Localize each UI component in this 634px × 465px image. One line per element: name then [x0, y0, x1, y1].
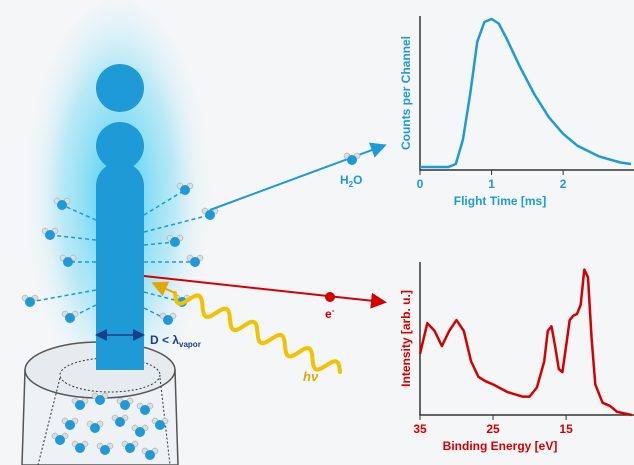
electron	[325, 292, 335, 302]
x-tick-label: 1	[488, 177, 495, 191]
x-tick-label: 0	[417, 177, 424, 191]
liquid-jet	[96, 162, 144, 370]
y-axis-label: Intensity [arb. u.]	[399, 290, 413, 387]
water-molecule	[344, 153, 360, 165]
x-axis-label: Flight Time [ms]	[454, 194, 546, 208]
x-tick-label: 15	[559, 422, 573, 436]
x-tick-label: 35	[413, 422, 427, 436]
figure: D < λvapor H2O e- hν 012Flight Time [ms]…	[0, 0, 634, 465]
x-axis-label: Binding Energy [eV]	[443, 439, 558, 453]
y-axis-label: Counts per Channel	[399, 36, 413, 150]
droplet	[96, 64, 144, 112]
axis	[420, 16, 634, 170]
photon-label: hν	[303, 369, 319, 384]
x-tick-label: 2	[560, 177, 567, 191]
h2o-label: H2O	[340, 173, 362, 189]
axis	[420, 262, 634, 415]
electron-label: e-	[325, 306, 335, 321]
data-line	[420, 270, 632, 415]
x-tick-label: 25	[486, 422, 500, 436]
data-line	[420, 19, 631, 167]
